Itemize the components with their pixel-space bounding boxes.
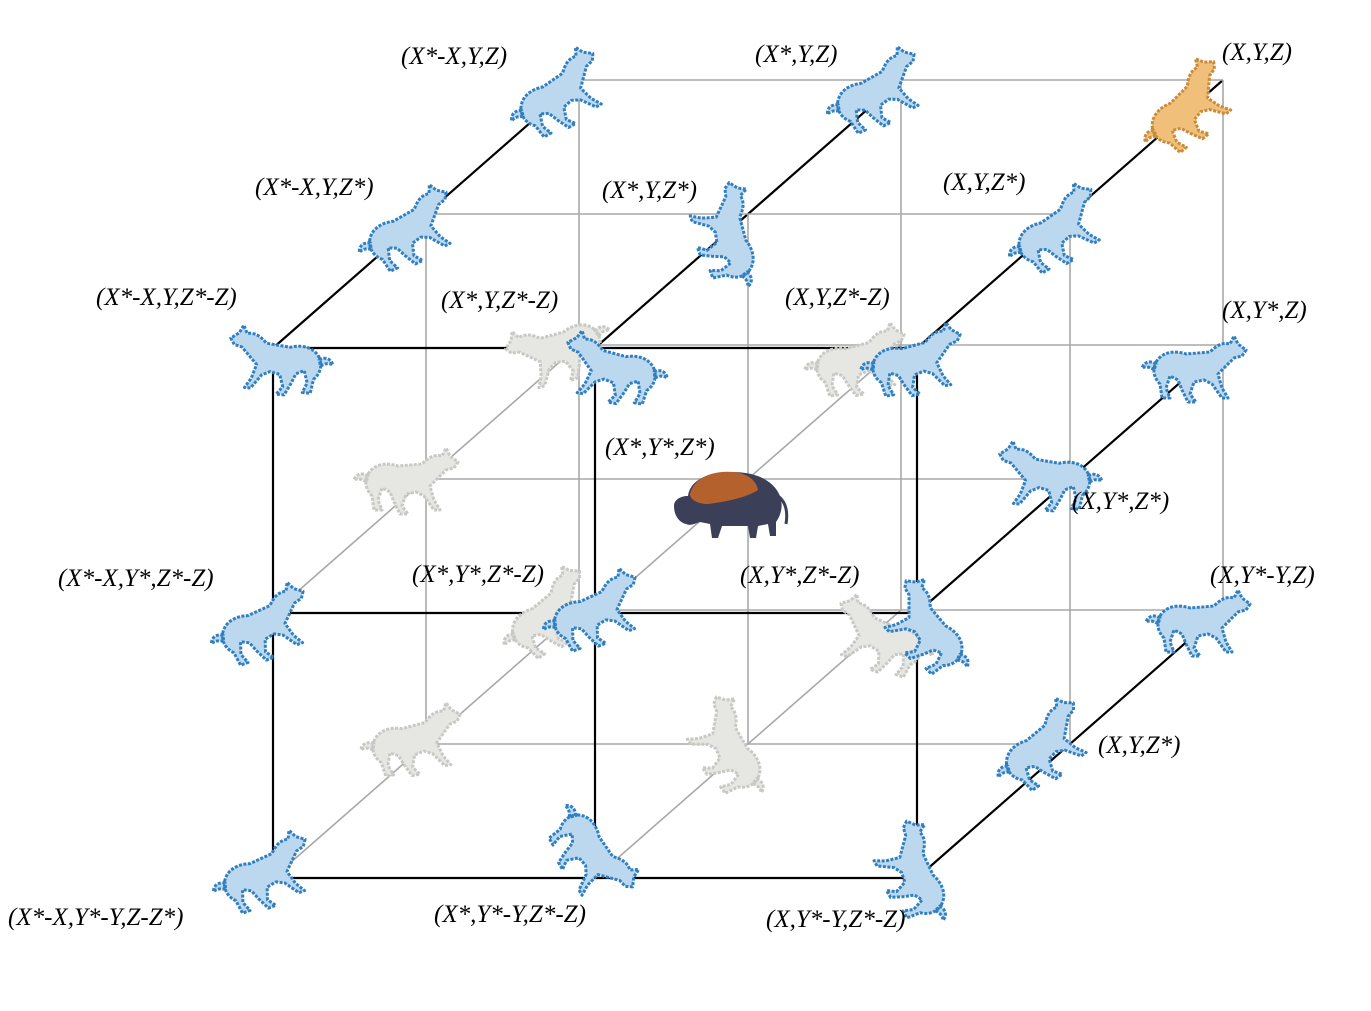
wolf-icon — [867, 569, 992, 693]
wolf-icon — [353, 698, 471, 786]
wolf-icon — [853, 318, 971, 406]
position-label: (X,Y*,Z*) — [1072, 488, 1169, 515]
position-label: (X*,Y*,Z*-Z) — [412, 561, 544, 588]
wolf-icon — [1140, 334, 1248, 404]
wolf-icon — [224, 322, 338, 401]
position-label: (X*-X,Y,Z) — [401, 43, 507, 70]
wolf-icon — [201, 824, 325, 926]
position-label: (X,Y,Z*-Z) — [785, 284, 890, 311]
wolf-icon — [1144, 588, 1252, 658]
position-label: (X,Y*-Y,Z) — [1210, 562, 1315, 589]
position-labels: (X*-X,Y,Z) (X*,Y,Z) (X,Y,Z) (X*-X,Y,Z*) (X*,… — [8, 39, 1315, 933]
position-label: (X*-X,Y,Z*-Z) — [96, 284, 237, 311]
position-label: (X,Y*,Z) — [1222, 297, 1307, 324]
wolf-icon — [534, 788, 647, 915]
position-label: (X,Y*,Z*-Z) — [740, 562, 859, 589]
position-label: (X,Y*-Y,Z*-Z) — [766, 906, 905, 933]
position-label: (X*,Y*-Y,Z*-Z) — [434, 901, 586, 928]
position-label: (X,Y,Z*) — [1098, 732, 1180, 759]
wolf-icon — [494, 39, 621, 152]
position-label: (X*,Y,Z*-Z) — [441, 287, 558, 314]
wolf-icon — [978, 689, 1105, 807]
position-label: (X*-X,Y,Z*) — [255, 174, 374, 201]
position-label: (X*-X,Y*,Z*-Z) — [58, 565, 214, 592]
position-label: (X,Y,Z) — [1222, 39, 1292, 66]
wolf-icon — [199, 576, 323, 678]
position-label: (X*-X,Y*-Y,Z-Z*) — [8, 904, 184, 931]
wolf-icon — [352, 446, 460, 516]
position-label: (X*,Y*,Z*) — [605, 434, 715, 461]
position-label: (X*,Y,Z*) — [602, 177, 697, 204]
position-label: (X*,Y,Z) — [755, 41, 837, 68]
position-label: (X,Y,Z*) — [943, 169, 1025, 196]
